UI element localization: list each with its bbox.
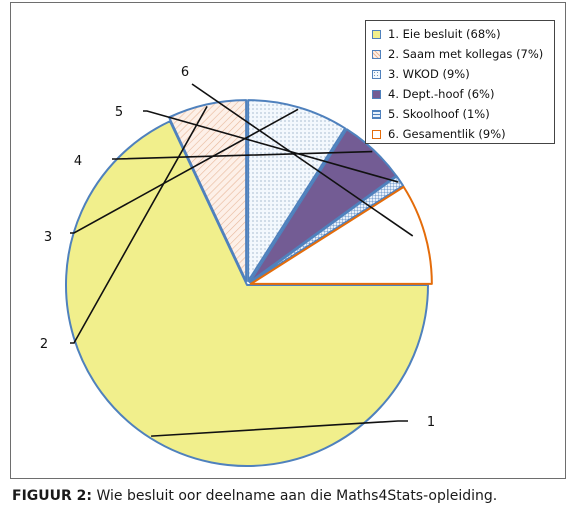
leader-line-4 (112, 150, 373, 160)
slice-label-6: 6 (181, 65, 189, 80)
pie-slice-3 (247, 99, 347, 283)
pie-slice-6 (249, 185, 433, 285)
legend-label-6: 6. Gesamentlik (9%) (388, 127, 506, 141)
legend-swatch-1 (372, 29, 381, 39)
caption-text: Wie besluit oor deelname aan die Maths4S… (96, 488, 498, 504)
pie-slice-1 (65, 120, 429, 467)
leader-line-6 (191, 83, 414, 237)
legend-swatch-3 (372, 69, 381, 79)
legend-label-5: 5. Skoolhoof (1%) (388, 107, 490, 121)
leader-line-1 (151, 420, 408, 437)
slice-label-2: 2 (40, 337, 48, 352)
legend-label-3: 3. WKOD (9%) (388, 67, 470, 81)
leader-line-2 (70, 106, 208, 344)
leader-line-3 (70, 108, 299, 234)
slice-callouts: 1 2 3 4 5 6 (40, 65, 435, 437)
legend-item-2: 2. Saam met kollegas (7%) (372, 44, 548, 64)
legend-item-3: 3. WKOD (9%) (372, 64, 548, 84)
slice-label-5: 5 (115, 105, 123, 120)
slice-label-1: 1 (427, 415, 435, 430)
legend-label-4: 4. Dept.-hoof (6%) (388, 87, 495, 101)
caption-label: FIGUUR 2: (12, 488, 92, 504)
legend-swatch-5 (372, 109, 381, 119)
legend-item-5: 5. Skoolhoof (1%) (372, 104, 548, 124)
slice-label-3: 3 (44, 230, 52, 245)
legend-item-4: 4. Dept.-hoof (6%) (372, 84, 548, 104)
legend-swatch-2 (372, 49, 381, 59)
legend-label-1: 1. Eie besluit (68%) (388, 27, 501, 41)
legend-label-2: 2. Saam met kollegas (7%) (388, 47, 544, 61)
legend-item-6: 6. Gesamentlik (9%) (372, 124, 548, 144)
legend-swatch-4 (372, 89, 381, 99)
leader-line-5 (143, 110, 399, 183)
figure-caption: FIGUUR 2: Wie besluit oor deelname aan d… (12, 488, 497, 504)
legend-item-1: 1. Eie besluit (68%) (372, 24, 548, 44)
slice-label-4: 4 (74, 154, 82, 169)
legend: 1. Eie besluit (68%) 2. Saam met kollegas… (365, 20, 555, 144)
legend-swatch-6 (372, 129, 381, 139)
